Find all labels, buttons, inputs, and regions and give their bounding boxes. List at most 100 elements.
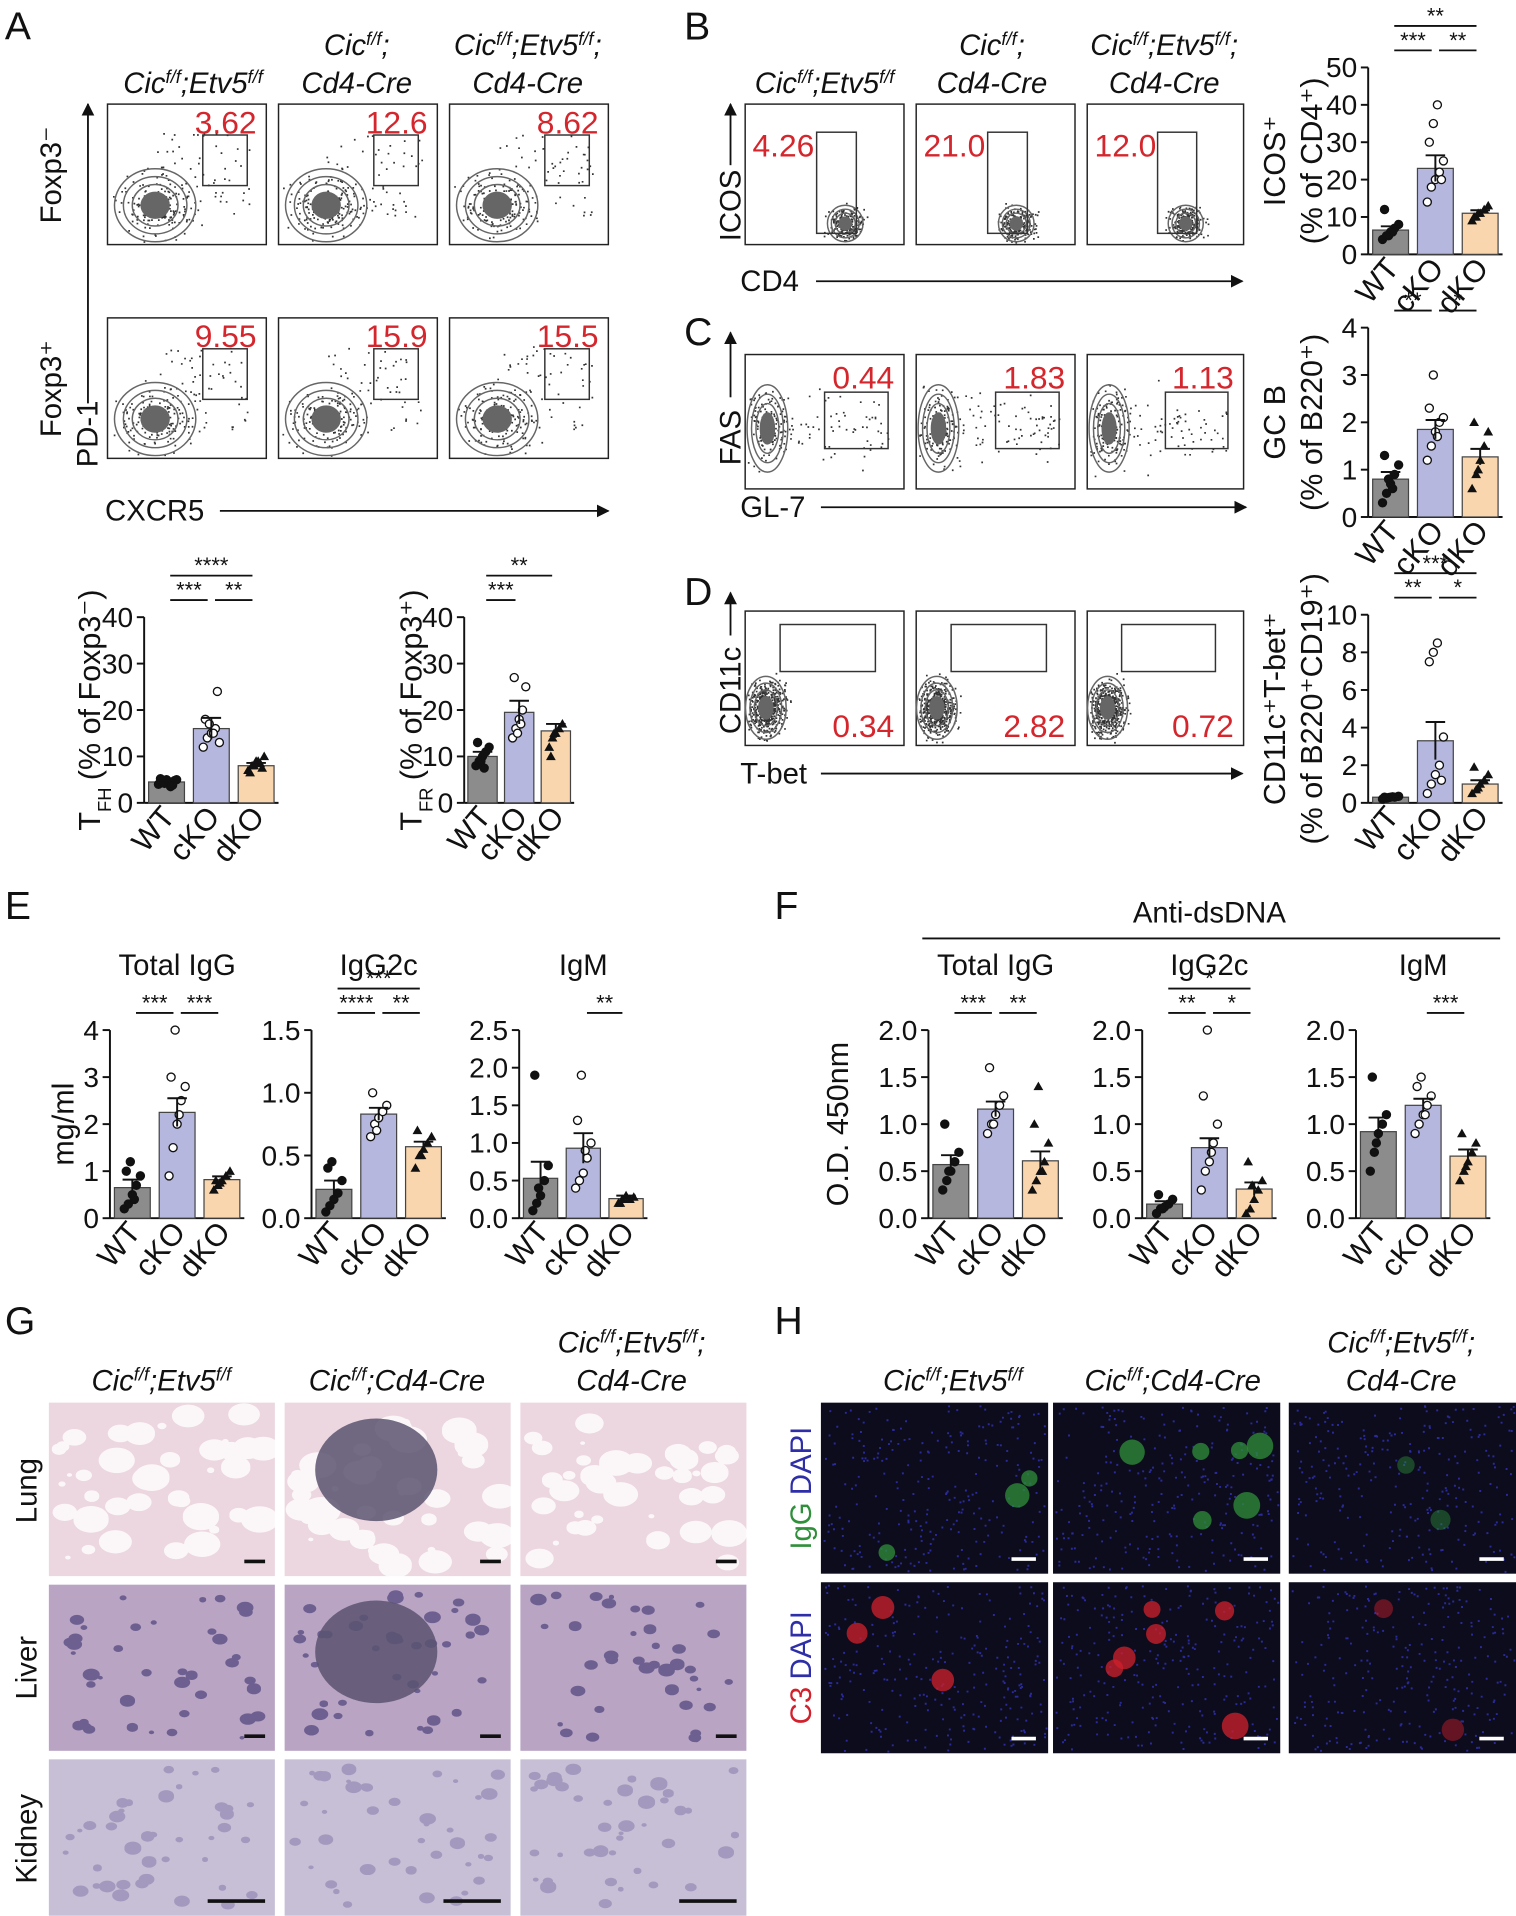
flow-contour: [1167, 204, 1204, 243]
genotype-part: ;Cd4-Cre: [366, 1364, 485, 1397]
significance-label: **: [1404, 288, 1422, 313]
y-tick-label: 1.5: [261, 1015, 300, 1046]
data-point: [1029, 1119, 1040, 1128]
significance-label: *: [1205, 966, 1214, 991]
flow-contour: [753, 689, 778, 727]
genotype-part: Cic: [91, 1364, 134, 1397]
y-tick-label: 0.5: [1306, 1156, 1345, 1187]
significance-label: ***: [1423, 551, 1449, 576]
data-point: [166, 1072, 176, 1082]
x-axis-label: GL-7: [740, 491, 805, 524]
gate: [202, 134, 248, 187]
y-tick-label: 0.5: [1092, 1156, 1131, 1187]
genotype-part: ;: [1467, 1327, 1475, 1360]
genotype-part: f/f: [1127, 1363, 1144, 1384]
y-tick-label: 2.0: [469, 1052, 508, 1083]
genotype-label: Cicf/f;Etv5f/f;: [1327, 1325, 1475, 1359]
genotype-part: Cic: [454, 29, 497, 62]
x-tick-label: dKO: [1418, 1216, 1483, 1285]
bar: [237, 765, 275, 804]
genotype-part: Cd4-Cre: [1109, 67, 1220, 100]
y-tick-label: 0: [1342, 788, 1358, 819]
genotype-label: Cd4-Cre: [576, 1364, 687, 1397]
data-point: [586, 1138, 596, 1148]
genotype-part: ;Etv5: [1148, 29, 1215, 62]
error-bar: [1199, 1137, 1220, 1158]
group-header: Anti-dsDNA: [1133, 897, 1286, 930]
significance-label: ***: [960, 991, 986, 1016]
genotype-label: Cd4-Cre: [1346, 1364, 1457, 1397]
flow-contour: [1092, 393, 1126, 464]
flow-contour: [473, 183, 521, 227]
chart-title: Total IgG: [119, 949, 236, 982]
gate: [950, 623, 1048, 673]
data-point: [1455, 1175, 1465, 1185]
flow-contour: [1095, 689, 1120, 727]
x-axis-label: CXCR5: [105, 495, 204, 528]
flow-contour: [997, 204, 1035, 243]
y-tick-label: 2.0: [1092, 1015, 1131, 1046]
flow-contour: [920, 682, 954, 734]
gate: [544, 348, 591, 401]
data-point: [416, 1150, 427, 1160]
flow-contour: [1088, 384, 1130, 473]
flow-contour: [921, 393, 956, 464]
genotype-part: ;Etv5: [812, 67, 879, 100]
y-axis-label: ICOS⁺: [1258, 116, 1292, 207]
data-point: [1381, 488, 1392, 499]
y-tick-label: 0: [118, 788, 134, 819]
data-point: [1422, 455, 1433, 465]
genotype-part: f/f: [1370, 1325, 1387, 1346]
genotype-part: ;Etv5: [941, 1364, 1008, 1397]
data-point: [1241, 1208, 1251, 1218]
flow-contour: [455, 167, 539, 243]
flow-contour: [1101, 412, 1117, 445]
data-point: [1471, 469, 1482, 479]
flow-contour: [1099, 695, 1116, 720]
data-point: [1033, 1081, 1044, 1091]
gate-percent: 15.5: [537, 318, 599, 354]
flow-contour: [929, 695, 945, 720]
gate: [202, 348, 248, 401]
stain-name: C3: [785, 1687, 818, 1724]
tissue-texture: [293, 1590, 490, 1737]
y-tick-label: 40: [102, 602, 133, 633]
data-point: [1479, 441, 1490, 450]
y-axis-label: (% of B220⁺CD19⁺): [1295, 573, 1329, 844]
flow-contour: [755, 402, 780, 455]
error-bar: [368, 1106, 389, 1121]
gate: [373, 348, 420, 401]
row-label: Foxp3⁻: [35, 127, 68, 224]
data-point: [1387, 483, 1398, 494]
gate-percent: 12.6: [366, 104, 428, 140]
data-point: [578, 1168, 589, 1178]
data-point: [1245, 1203, 1256, 1213]
data-point: [1365, 1166, 1376, 1176]
x-tick-label: dKO: [1204, 1216, 1269, 1285]
tissue-texture: [285, 1415, 518, 1578]
flow-contour: [917, 384, 960, 473]
gate: [544, 134, 591, 187]
data-point: [1426, 441, 1437, 451]
data-point: [547, 732, 558, 742]
significance-label: ***: [1433, 991, 1459, 1016]
y-axis-label: ICOS: [714, 170, 747, 242]
data-point: [1432, 100, 1443, 110]
y-tick-label: 20: [102, 695, 133, 726]
data-point: [371, 1125, 382, 1136]
genotype-part: ;Etv5: [149, 1364, 216, 1397]
flow-events: [112, 133, 251, 243]
flow-contour: [830, 208, 860, 239]
genotype-part: f/f: [366, 28, 383, 49]
genotype-label: Cicf/f;Etv5f/f;: [558, 1325, 706, 1359]
flow-contour: [302, 183, 350, 227]
stain-signal: [1430, 1509, 1451, 1530]
fluorescence-image: [1288, 1582, 1516, 1754]
y-tick-label: 1.5: [469, 1090, 508, 1121]
genotype-part: ;: [381, 29, 389, 62]
data-point: [576, 1070, 587, 1080]
y-axis-label: GC B: [1258, 385, 1292, 460]
flow-contour: [826, 204, 864, 243]
genotype-part: ;Etv5: [1385, 1327, 1452, 1360]
